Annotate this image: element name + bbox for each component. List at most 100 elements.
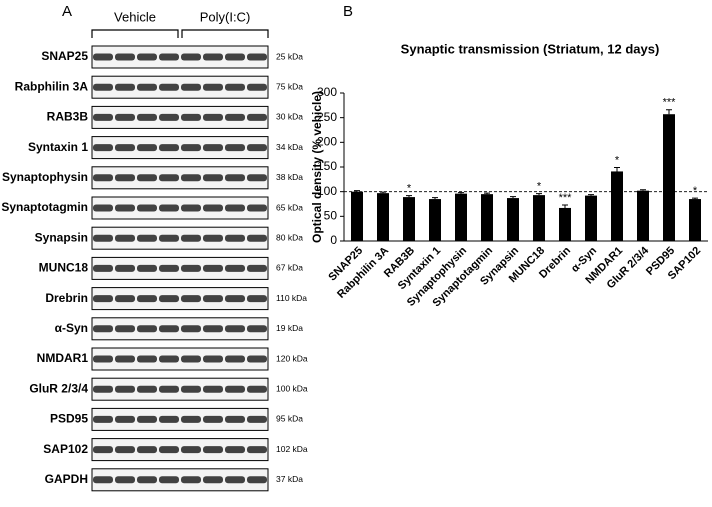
blot-band xyxy=(181,234,201,242)
blot-band xyxy=(159,325,179,333)
blot-band xyxy=(181,174,201,182)
blot-band xyxy=(115,264,135,272)
blot-size: 67 kDa xyxy=(276,263,303,273)
blot-band xyxy=(159,174,179,182)
blot-band xyxy=(115,53,135,61)
error-bar xyxy=(484,192,490,195)
error-bar xyxy=(458,192,464,194)
group-label: Vehicle xyxy=(114,9,156,24)
blot-band xyxy=(203,385,223,393)
blot-size: 80 kDa xyxy=(276,232,303,242)
blot-size: 100 kDa xyxy=(276,383,308,393)
blot-size: 37 kDa xyxy=(276,474,303,484)
blot-band xyxy=(115,83,135,91)
blot-frame xyxy=(91,347,269,371)
blot-band xyxy=(247,295,267,303)
blot-frame xyxy=(91,317,269,341)
blot-band xyxy=(203,264,223,272)
y-tick-label: 150 xyxy=(317,159,337,173)
blot-band xyxy=(181,204,201,212)
blot-band xyxy=(159,295,179,303)
blot-band xyxy=(203,234,223,242)
blot-band xyxy=(137,385,157,393)
blot-size: 34 kDa xyxy=(276,142,303,152)
blot-band xyxy=(181,83,201,91)
blot-band xyxy=(93,53,113,61)
error-bar xyxy=(432,197,438,200)
blot-band xyxy=(225,83,245,91)
blot-band xyxy=(225,113,245,121)
blot-band xyxy=(181,355,201,363)
blot-band xyxy=(159,234,179,242)
blot-band xyxy=(225,415,245,423)
bar xyxy=(377,193,389,241)
blot-label: Synaptophysin xyxy=(2,170,88,184)
blot-label: PSD95 xyxy=(50,412,88,426)
blot-band xyxy=(115,174,135,182)
significance: * xyxy=(407,183,412,195)
bar xyxy=(533,195,545,241)
blot-band xyxy=(159,446,179,454)
blot-frame xyxy=(91,75,269,99)
error-bar xyxy=(614,166,620,172)
blot-band xyxy=(181,264,201,272)
blot-size: 65 kDa xyxy=(276,202,303,212)
blot-label: GAPDH xyxy=(45,472,88,486)
blot-size: 38 kDa xyxy=(276,172,303,182)
significance: * xyxy=(537,181,542,193)
bar xyxy=(585,195,597,241)
blot-band xyxy=(159,204,179,212)
y-tick-label: 100 xyxy=(317,184,337,198)
blot-band xyxy=(203,204,223,212)
blot-band xyxy=(115,113,135,121)
bar xyxy=(663,114,675,241)
blot-frame xyxy=(91,256,269,280)
blot-band xyxy=(137,415,157,423)
blot-band xyxy=(93,325,113,333)
blot-band xyxy=(247,415,267,423)
blot-frame xyxy=(91,45,269,69)
blot-band xyxy=(137,83,157,91)
blot-band xyxy=(93,476,113,484)
blot-band xyxy=(93,174,113,182)
error-bar xyxy=(562,204,568,208)
y-tick-label: 50 xyxy=(324,209,338,223)
significance: *** xyxy=(559,192,573,204)
blot-label: SAP102 xyxy=(43,442,88,456)
blot-label: α-Syn xyxy=(55,321,88,335)
y-tick-label: 250 xyxy=(317,110,337,124)
blot-label: Drebrin xyxy=(45,291,88,305)
blot-band xyxy=(93,264,113,272)
blot-band xyxy=(115,325,135,333)
blot-band xyxy=(181,144,201,152)
blot-band xyxy=(137,174,157,182)
blot-band xyxy=(115,295,135,303)
significance: * xyxy=(615,154,620,166)
blot-size: 30 kDa xyxy=(276,112,303,122)
bar xyxy=(637,190,649,241)
blot-frame xyxy=(91,407,269,431)
blot-band xyxy=(159,144,179,152)
blot-band xyxy=(115,204,135,212)
blot-band xyxy=(203,415,223,423)
blot-band xyxy=(159,264,179,272)
blot-frame xyxy=(91,438,269,462)
blot-band xyxy=(203,295,223,303)
blot-band xyxy=(225,295,245,303)
blot-label: Synapsin xyxy=(35,230,88,244)
blot-band xyxy=(203,355,223,363)
chart-title: Synaptic transmission (Striatum, 12 days… xyxy=(401,41,660,56)
blot-band xyxy=(203,174,223,182)
blot-band xyxy=(93,295,113,303)
blot-size: 120 kDa xyxy=(276,353,308,363)
blot-band xyxy=(93,83,113,91)
y-axis-label: Optical density (% vehicle) xyxy=(310,91,324,243)
y-tick-label: 200 xyxy=(317,135,337,149)
blot-band xyxy=(93,385,113,393)
blot-band xyxy=(181,295,201,303)
blot-band xyxy=(247,113,267,121)
blot-band xyxy=(93,355,113,363)
blot-band xyxy=(137,264,157,272)
